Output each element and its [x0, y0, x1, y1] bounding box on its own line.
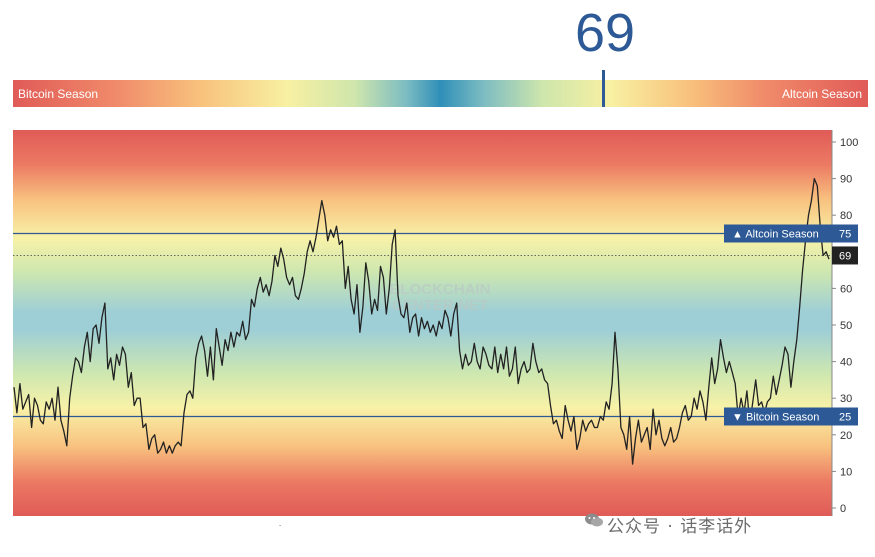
altcoin-season-label: Altcoin Season — [781, 87, 862, 101]
wechat-account-label: 公众号 · 话李话外 — [607, 517, 753, 537]
index-series-line — [13, 177, 830, 465]
bitcoin-season-tag-label: ▼ Bitcoin Season — [732, 412, 819, 424]
y-tick-label: 50 — [840, 320, 852, 332]
y-value-tag — [832, 224, 858, 243]
watermark: BLOCKCHAIN CENTER.NET — [390, 281, 491, 314]
y-tick-label: 30 — [840, 393, 852, 405]
y-value-tag-label: 75 — [839, 229, 851, 241]
bitcoin-season-tag — [724, 407, 832, 426]
watermark-line-2: CENTER.NET — [392, 297, 488, 314]
altcoin-index-value: 69 — [574, 3, 636, 63]
current-index-marker — [602, 70, 605, 107]
current-value-tag-label: 69 — [839, 250, 851, 262]
y-tick-label: 40 — [840, 357, 852, 369]
y-value-tag-label: 25 — [839, 412, 851, 424]
x-tick-label: 2024年 — [252, 524, 287, 526]
y-tick-label: 90 — [840, 174, 852, 186]
bitcoin-season-label: Bitcoin Season — [18, 87, 99, 101]
wechat-icon — [585, 513, 603, 527]
y-tick-label: 10 — [840, 466, 852, 478]
y-value-tag — [832, 407, 858, 426]
y-tick-label: 20 — [840, 430, 852, 442]
season-gradient-bar — [13, 80, 868, 107]
watermark-line-1: BLOCKCHAIN — [390, 281, 491, 298]
y-tick-label: 100 — [840, 137, 858, 149]
y-tick-label: 60 — [840, 283, 852, 295]
y-tick-label: 0 — [840, 503, 846, 515]
y-tick-label: 80 — [840, 210, 852, 222]
altcoin-season-tag-label: ▲ Altcoin Season — [732, 229, 819, 241]
altcoin-season-tag — [724, 224, 832, 243]
altcoin-season-chart: BLOCKCHAIN CENTER.NET 010203040506070809… — [13, 130, 858, 526]
current-value-tag — [832, 246, 858, 265]
